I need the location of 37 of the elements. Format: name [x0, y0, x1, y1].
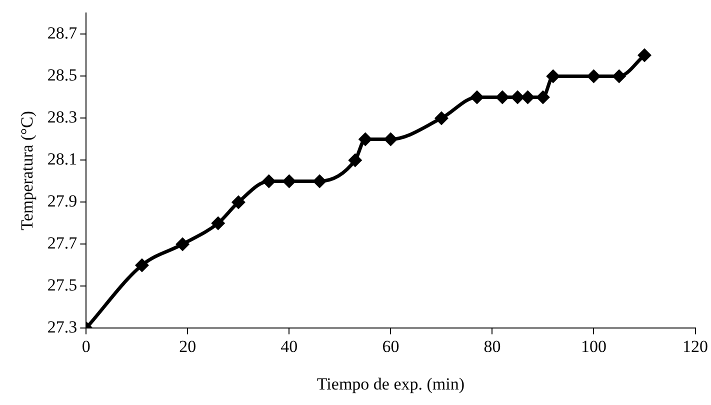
x-tick-label: 20	[179, 336, 196, 356]
point	[134, 258, 149, 272]
y-tick-label: 27.5	[47, 276, 78, 295]
y-tick-label: 28.7	[47, 24, 78, 43]
point	[434, 111, 448, 126]
point	[520, 90, 535, 104]
point	[637, 48, 652, 62]
y-tick-label: 27.7	[47, 234, 78, 253]
x-tick-label: 40	[280, 336, 298, 356]
x-tick-label: 0	[82, 336, 90, 356]
x-tick-label: 120	[682, 336, 708, 356]
y-tick-label: 28.3	[47, 108, 78, 127]
point	[495, 90, 510, 104]
y-tick-label: 27.9	[47, 192, 78, 211]
x-tick-label: 80	[484, 336, 501, 356]
y-tick-label: 28.1	[47, 150, 78, 169]
x-axis-title: Tiempo de exp. (min)	[316, 374, 465, 394]
y-axis-title: Temperatura (°C)	[18, 111, 37, 230]
point	[211, 216, 226, 230]
point	[358, 132, 372, 146]
point	[586, 69, 601, 84]
x-tick-label: 100	[580, 336, 606, 356]
point	[546, 69, 560, 84]
point	[384, 132, 398, 146]
point	[312, 174, 327, 188]
point	[470, 90, 484, 104]
point	[510, 90, 525, 104]
y-tick-label: 28.5	[47, 66, 78, 85]
point	[282, 174, 296, 188]
point	[612, 69, 626, 84]
point	[231, 195, 246, 210]
point	[348, 153, 362, 168]
point	[176, 237, 190, 252]
point	[536, 90, 550, 104]
y-tick-label: 27.3	[47, 318, 78, 337]
x-tick-label: 60	[382, 336, 400, 356]
point	[262, 174, 276, 188]
